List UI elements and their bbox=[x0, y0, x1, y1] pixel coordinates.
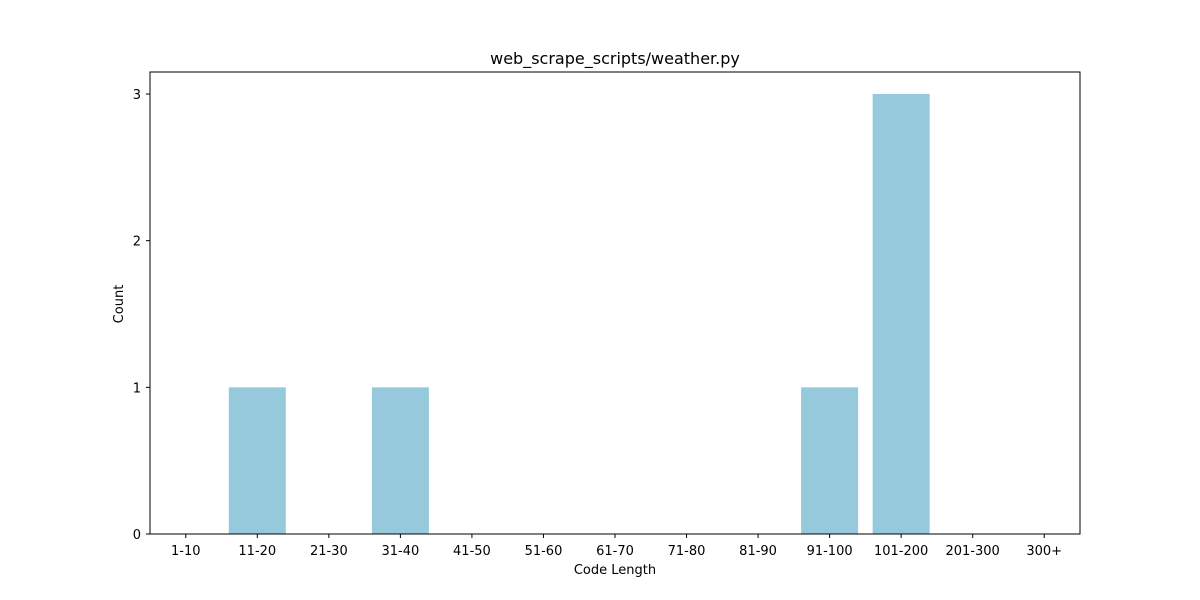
x-tick-label: 201-300 bbox=[946, 544, 1000, 559]
y-tick-label: 0 bbox=[133, 528, 141, 543]
x-tick-label: 21-30 bbox=[310, 544, 348, 559]
x-tick-label: 31-40 bbox=[381, 544, 419, 559]
chart-title: web_scrape_scripts/weather.py bbox=[490, 49, 740, 69]
x-tick-label: 81-90 bbox=[739, 544, 777, 559]
y-tick-label: 1 bbox=[133, 381, 141, 396]
x-axis-label: Code Length bbox=[574, 563, 656, 578]
x-tick-label: 11-20 bbox=[238, 544, 276, 559]
bar-91-100 bbox=[801, 387, 859, 534]
x-tick-label: 1-10 bbox=[171, 544, 201, 559]
y-tick-label: 3 bbox=[133, 88, 141, 103]
plot-frame bbox=[149, 71, 1081, 535]
x-tick-label: 51-60 bbox=[525, 544, 563, 559]
bar-11-20 bbox=[228, 387, 286, 534]
x-tick-label: 101-200 bbox=[874, 544, 928, 559]
x-tick-label: 71-80 bbox=[668, 544, 706, 559]
x-tick-label: 41-50 bbox=[453, 544, 491, 559]
plot-area: 1-10 11-20 21-30 31-40 41-50 51-60 61-70 71-80 8… bbox=[133, 71, 1081, 559]
bar-101-200 bbox=[872, 94, 930, 534]
y-axis-label: Count bbox=[112, 285, 127, 324]
bar-31-40 bbox=[371, 387, 429, 534]
x-tick-label: 61-70 bbox=[596, 544, 634, 559]
y-tick-label: 2 bbox=[133, 235, 141, 250]
x-tick-label: 91-100 bbox=[807, 544, 853, 559]
x-tick-label: 300+ bbox=[1026, 544, 1062, 559]
